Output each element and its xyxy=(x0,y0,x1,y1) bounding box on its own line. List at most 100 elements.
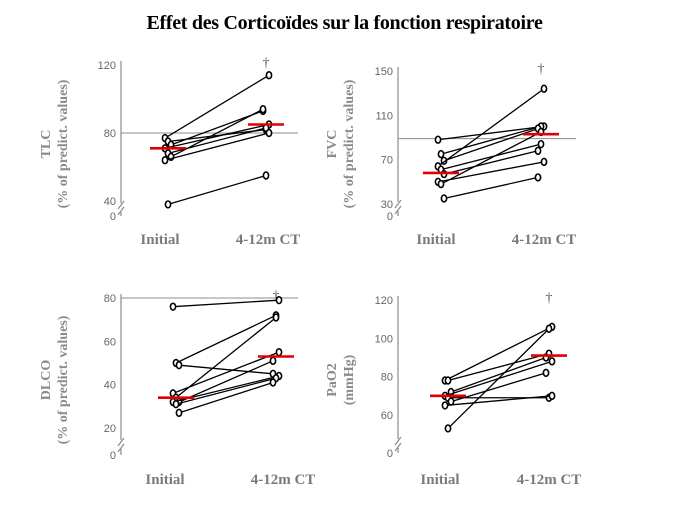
series-line xyxy=(450,356,547,393)
point-initial xyxy=(434,135,442,144)
series-line xyxy=(440,143,542,171)
x-category-label: 4-12m CT xyxy=(512,232,577,248)
y-axis-label: PaO2 (mmHg) xyxy=(325,354,357,405)
y-tick-label: 0 xyxy=(387,448,393,460)
point-initial xyxy=(175,360,183,370)
panel-dlco: 0 20 40 60 80 DLCO (% of predict. values) Initi… xyxy=(39,289,315,488)
y-axis-label-line1: FVC xyxy=(325,130,340,159)
point-followup xyxy=(542,368,550,378)
point-initial xyxy=(164,200,172,209)
series-line xyxy=(167,174,267,206)
y-tick-label: 110 xyxy=(375,110,393,122)
point-initial xyxy=(444,376,452,385)
point-initial xyxy=(172,399,180,409)
point-initial xyxy=(437,179,445,189)
y-axis-label-line1: PaO2 xyxy=(325,363,340,396)
y-tick-label: 30 xyxy=(381,199,393,211)
panel-pao2: 0 60 80 100 120 PaO2 (mmHg) Initial 4-12m CT † xyxy=(325,291,581,488)
y-axis-label-line2: (% of predict. values) xyxy=(342,79,357,208)
significance-mark: † xyxy=(538,62,545,77)
y-tick-label: 100 xyxy=(375,333,393,345)
series-line xyxy=(175,316,277,399)
y-axis-label-line1: DLCO xyxy=(39,360,54,401)
x-category-label: 4-12m CT xyxy=(517,472,582,488)
point-followup xyxy=(259,104,267,114)
series-line xyxy=(444,326,553,382)
x-category-label: Initial xyxy=(416,232,455,248)
series-line xyxy=(172,299,280,308)
y-tick-label: 120 xyxy=(375,295,393,307)
point-initial xyxy=(441,401,449,410)
series-line xyxy=(178,360,274,403)
series-line xyxy=(178,364,274,375)
axis-break-mark xyxy=(394,199,402,215)
y-axis-label: DLCO (% of predict. values) xyxy=(39,315,71,444)
figure-title: Effet des Corticoïdes sur la fonction re… xyxy=(146,12,543,34)
point-followup xyxy=(275,295,283,305)
y-tick-label: 60 xyxy=(104,336,116,348)
series-line xyxy=(178,381,274,414)
point-initial xyxy=(169,302,177,311)
axis-break-mark xyxy=(117,437,125,453)
y-axis-label-line2: (% of predict. values) xyxy=(56,315,71,444)
series-line xyxy=(437,161,545,183)
y-tick-label: 0 xyxy=(110,450,116,462)
point-followup xyxy=(545,324,553,333)
series-line xyxy=(164,123,270,149)
x-category-label: 4-12m CT xyxy=(251,472,316,488)
series-line xyxy=(447,353,550,382)
x-category-label: Initial xyxy=(420,472,459,488)
point-followup xyxy=(534,173,542,182)
significance-mark: † xyxy=(546,291,553,306)
point-initial xyxy=(175,408,183,418)
y-tick-label: 40 xyxy=(104,380,116,392)
panel-tlc: 0 40 80 120 TLC (% of predict. values) Initial… xyxy=(39,56,300,248)
point-initial xyxy=(444,424,452,433)
y-tick-label: 40 xyxy=(104,196,116,208)
point-initial xyxy=(440,194,448,203)
y-axis-label-line2: (mmHg) xyxy=(342,354,357,405)
point-followup xyxy=(537,139,545,149)
point-followup xyxy=(269,378,277,387)
y-axis-label: FVC (% of predict. values) xyxy=(325,79,357,208)
y-tick-label: 0 xyxy=(110,211,116,223)
series-line xyxy=(450,372,547,403)
y-axis-label: TLC (% of predict. values) xyxy=(39,79,71,208)
point-initial xyxy=(161,156,169,165)
y-tick-label: 80 xyxy=(381,372,393,384)
x-category-label: Initial xyxy=(145,472,184,488)
y-axis-label-line1: TLC xyxy=(39,130,54,159)
point-initial xyxy=(447,397,455,406)
x-category-label: 4-12m CT xyxy=(236,232,301,248)
series-line xyxy=(447,328,550,429)
point-followup xyxy=(265,70,273,80)
y-tick-label: 0 xyxy=(387,211,393,223)
series-line xyxy=(444,395,553,407)
series-line xyxy=(175,377,277,405)
significance-mark: † xyxy=(273,289,280,304)
series-line xyxy=(440,131,542,185)
point-followup xyxy=(269,356,277,366)
y-tick-label: 70 xyxy=(381,155,393,167)
point-followup xyxy=(262,171,270,180)
point-followup xyxy=(534,146,542,156)
series-line xyxy=(164,132,270,161)
point-followup xyxy=(540,84,548,93)
series-line xyxy=(440,125,542,155)
y-tick-label: 60 xyxy=(381,410,393,422)
point-followup xyxy=(548,391,556,401)
point-initial xyxy=(437,149,445,159)
x-category-label: Initial xyxy=(140,232,179,248)
axis-break-mark xyxy=(394,436,402,452)
series-line xyxy=(443,128,539,162)
point-followup xyxy=(275,347,283,357)
series-line xyxy=(437,125,545,141)
y-tick-label: 150 xyxy=(375,66,393,78)
series-line xyxy=(175,314,277,364)
y-tick-label: 80 xyxy=(104,293,116,305)
series-line xyxy=(443,176,539,200)
significance-mark: † xyxy=(263,56,270,71)
y-tick-label: 20 xyxy=(104,423,116,435)
series-line xyxy=(443,150,539,175)
